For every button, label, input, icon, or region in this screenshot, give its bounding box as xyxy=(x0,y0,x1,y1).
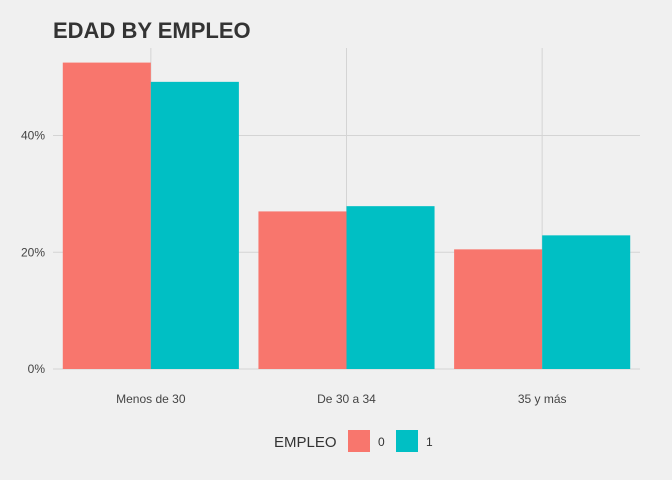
bar-1-1 xyxy=(346,206,435,369)
legend-label-1: 1 xyxy=(426,435,433,449)
y-tick-label: 40% xyxy=(21,129,45,143)
x-axis: Menos de 30 De 30 a 34 35 y más xyxy=(116,392,566,406)
y-axis: 0% 20% 40% xyxy=(21,129,45,376)
legend-title: EMPLEO xyxy=(274,434,337,451)
x-tick-label: 35 y más xyxy=(518,392,567,406)
legend-label-0: 0 xyxy=(378,435,385,449)
bar-0-0 xyxy=(62,62,151,369)
bar-1-0 xyxy=(150,81,239,370)
bar-0-2 xyxy=(454,249,543,369)
legend: EMPLEO 0 1 xyxy=(274,430,433,452)
chart-title: EDAD BY EMPLEO xyxy=(53,18,251,43)
bar-1-2 xyxy=(542,235,631,369)
y-tick-label: 20% xyxy=(21,245,45,259)
x-tick-label: De 30 a 34 xyxy=(317,392,376,406)
y-tick-label: 0% xyxy=(28,362,46,376)
legend-swatch-0 xyxy=(348,430,370,452)
bars xyxy=(62,62,631,370)
bar-0-1 xyxy=(258,211,347,369)
legend-swatch-1 xyxy=(396,430,418,452)
x-tick-label: Menos de 30 xyxy=(116,392,186,406)
